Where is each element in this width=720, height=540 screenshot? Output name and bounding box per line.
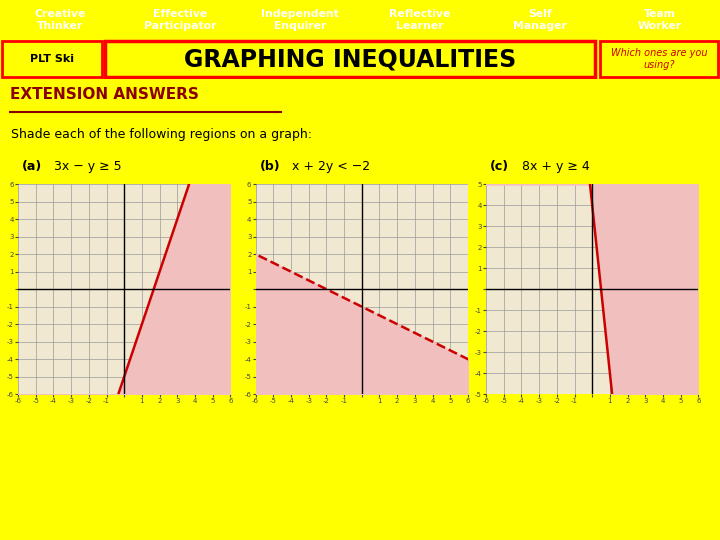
Text: 8x + y ≥ 4: 8x + y ≥ 4 — [522, 160, 590, 173]
Bar — [105, 42, 595, 77]
Text: Independent
Enquirer: Independent Enquirer — [261, 9, 339, 31]
Bar — [600, 42, 718, 77]
Text: 3x − y ≥ 5: 3x − y ≥ 5 — [54, 160, 122, 173]
Text: GRAPHING INEQUALITIES: GRAPHING INEQUALITIES — [184, 47, 516, 71]
Bar — [2, 42, 102, 77]
Text: Reflective
Learner: Reflective Learner — [390, 9, 451, 31]
Text: (b): (b) — [260, 160, 281, 173]
Text: Creative
Thinker: Creative Thinker — [35, 9, 86, 31]
Text: (c): (c) — [490, 160, 509, 173]
Text: Shade each of the following regions on a graph:: Shade each of the following regions on a… — [11, 127, 312, 141]
Text: Which ones are you
using?: Which ones are you using? — [611, 48, 707, 70]
Text: Team
Worker: Team Worker — [638, 9, 682, 31]
Text: x + 2y < −2: x + 2y < −2 — [292, 160, 370, 173]
Text: Effective
Participator: Effective Participator — [144, 9, 216, 31]
Text: EXTENSION ANSWERS: EXTENSION ANSWERS — [9, 87, 199, 102]
Text: Self
Manager: Self Manager — [513, 9, 567, 31]
Text: (a): (a) — [22, 160, 42, 173]
Text: PLT Ski: PLT Ski — [30, 54, 74, 64]
